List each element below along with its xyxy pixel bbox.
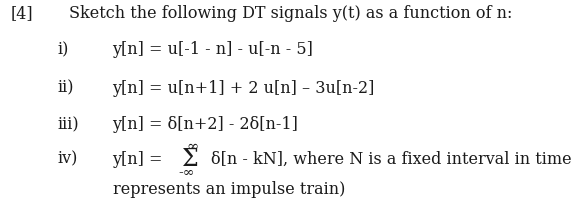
Text: -∞: -∞ [179, 165, 195, 179]
Text: iv): iv) [58, 150, 78, 167]
Text: ii): ii) [58, 79, 74, 96]
Text: y[n] = u[n+1] + 2 u[n] – 3u[n-2]: y[n] = u[n+1] + 2 u[n] – 3u[n-2] [113, 79, 375, 96]
Text: Sketch the following DT signals y(t) as a function of n:: Sketch the following DT signals y(t) as … [69, 5, 512, 22]
Text: ∞: ∞ [186, 140, 198, 153]
Text: y[n] =: y[n] = [113, 150, 168, 167]
Text: Σ: Σ [182, 147, 199, 170]
Text: y[n] = δ[n+2] - 2δ[n-1]: y[n] = δ[n+2] - 2δ[n-1] [113, 116, 298, 133]
Text: i): i) [58, 41, 69, 58]
Text: y[n] = u[-1 - n] - u[-n - 5]: y[n] = u[-1 - n] - u[-n - 5] [113, 41, 313, 58]
Text: [4]: [4] [10, 5, 33, 22]
Text: represents an impulse train): represents an impulse train) [113, 180, 345, 197]
Text: iii): iii) [58, 116, 79, 133]
Text: δ[n - kN], where N is a fixed interval in time  (The function y[n]: δ[n - kN], where N is a fixed interval i… [211, 150, 577, 167]
